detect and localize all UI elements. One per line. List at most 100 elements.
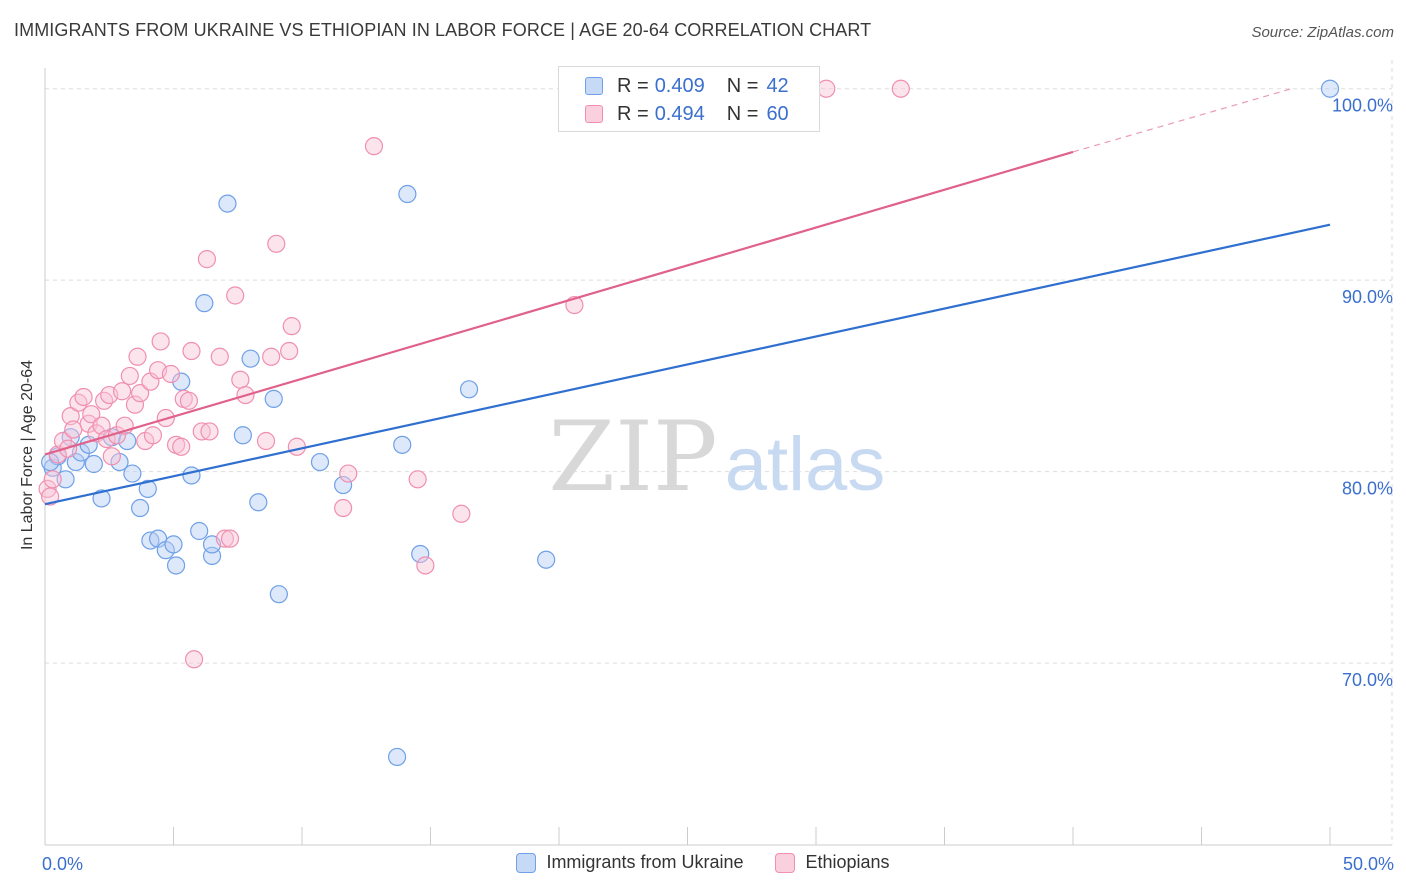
point-ukraine [269, 585, 288, 604]
chart-title: IMMIGRANTS FROM UKRAINE VS ETHIOPIAN IN … [14, 20, 872, 40]
point-ukraine [1320, 79, 1340, 98]
point-ethiopians [182, 341, 201, 361]
trend-lines [44, 88, 1331, 506]
legend-n-label: N = [726, 102, 759, 125]
point-ethiopians [210, 347, 229, 366]
point-ethiopians [143, 426, 163, 445]
point-ethiopians [408, 470, 427, 489]
trend-line-ukraine [44, 223, 1331, 506]
point-ukraine [84, 454, 103, 474]
point-ukraine [123, 464, 142, 483]
series-ethiopians [38, 79, 910, 669]
point-ukraine [249, 493, 268, 512]
point-ethiopians [92, 416, 111, 435]
legend-r-label: R = [617, 102, 649, 125]
legend-label-ukraine: Immigrants from Ukraine [546, 852, 744, 872]
point-ethiopians [192, 422, 211, 441]
legend-item-ukraine[interactable]: Immigrants from Ukraine [516, 852, 743, 873]
axes [44, 68, 1392, 846]
y-tick-label: 100.0% [1332, 96, 1393, 116]
point-ethiopians [102, 447, 121, 466]
point-ukraine [92, 489, 111, 508]
point-ethiopians [262, 347, 281, 366]
y-tick-label: 70.0% [1342, 670, 1393, 690]
trend-line-ethiopians-extension [1072, 88, 1292, 153]
point-ethiopians [74, 387, 93, 407]
point-ukraine [172, 372, 191, 391]
point-ethiopians [280, 341, 299, 361]
legend-n-value: 42 [766, 74, 789, 97]
point-ethiopians [416, 556, 435, 575]
trend-line-ethiopians [44, 150, 1074, 456]
watermark: ZIP atlas [548, 401, 885, 513]
tick-labels: 100.0% 90.0% 80.0% 70.0% 0.0% 50.0% [42, 96, 1394, 874]
point-ethiopians [452, 504, 471, 523]
legend-r-label: R = [617, 74, 649, 97]
legend-swatch-ethiopians [775, 852, 796, 873]
point-ukraine [459, 380, 479, 399]
legend-swatch-ukraine [516, 852, 537, 873]
series-points [38, 79, 1340, 767]
point-ukraine [398, 184, 417, 204]
gridlines [45, 60, 1393, 845]
legend-n-value: 60 [766, 102, 789, 125]
legend-item-ethiopians[interactable]: Ethiopians [775, 852, 890, 873]
point-ukraine [264, 389, 283, 408]
point-ethiopians [197, 250, 217, 269]
legend-row-ethiopians: R = 0.494 N = 60 [585, 99, 789, 129]
point-ukraine [537, 550, 556, 569]
stats-legend: R = 0.409 N = 42 R = 0.494 N = 60 [558, 66, 820, 132]
point-ethiopians [43, 470, 62, 489]
point-ukraine [411, 544, 430, 564]
point-ethiopians [82, 405, 101, 424]
point-ethiopians [69, 393, 88, 412]
point-ukraine [190, 521, 209, 541]
point-ethiopians [282, 317, 301, 336]
legend-r-value: 0.494 [654, 102, 705, 125]
series-ukraine [41, 79, 1340, 767]
legend-row-ukraine: R = 0.409 N = 42 [585, 71, 789, 101]
point-ethiopians [130, 384, 150, 403]
point-ukraine [182, 466, 201, 485]
point-ukraine [164, 535, 183, 554]
point-ethiopians [64, 420, 83, 439]
legend-swatch-ethiopians [585, 105, 603, 123]
point-ethiopians [179, 391, 199, 410]
point-ukraine [166, 556, 186, 575]
point-ethiopians [215, 529, 234, 548]
point-ukraine [130, 498, 150, 518]
point-ethiopians [226, 286, 245, 305]
point-ukraine [118, 431, 137, 451]
legend-swatch-ukraine [585, 77, 603, 95]
watermark-zip: ZIP [548, 401, 717, 513]
point-ethiopians [61, 407, 80, 426]
point-ethiopians [41, 487, 60, 506]
point-ukraine [241, 349, 260, 368]
point-ukraine [218, 194, 237, 213]
point-ethiopians [95, 391, 114, 410]
point-ukraine [195, 294, 214, 313]
point-ethiopians [256, 431, 276, 451]
point-ethiopians [891, 79, 910, 98]
x-tick-label: 50.0% [1343, 854, 1394, 874]
point-ethiopians [339, 464, 358, 483]
watermark-atlas: atlas [725, 422, 886, 507]
point-ethiopians [231, 370, 250, 389]
point-ukraine [56, 470, 75, 489]
series-legend: Immigrants from Ukraine Ethiopians [0, 852, 1406, 873]
point-ethiopians [287, 437, 306, 456]
point-ethiopians [364, 137, 384, 156]
x-tick-label: 0.0% [42, 854, 83, 874]
point-ethiopians [172, 437, 191, 456]
point-ethiopians [200, 422, 219, 441]
point-ukraine [66, 452, 85, 472]
point-ukraine [233, 426, 252, 445]
point-ethiopians [125, 395, 145, 414]
source-label: Source: ZipAtlas.com [1251, 24, 1394, 41]
y-tick-label: 90.0% [1342, 287, 1393, 307]
point-ethiopians [817, 79, 836, 98]
point-ukraine [393, 435, 412, 454]
point-ethiopians [334, 498, 353, 518]
point-ethiopians [267, 234, 286, 253]
